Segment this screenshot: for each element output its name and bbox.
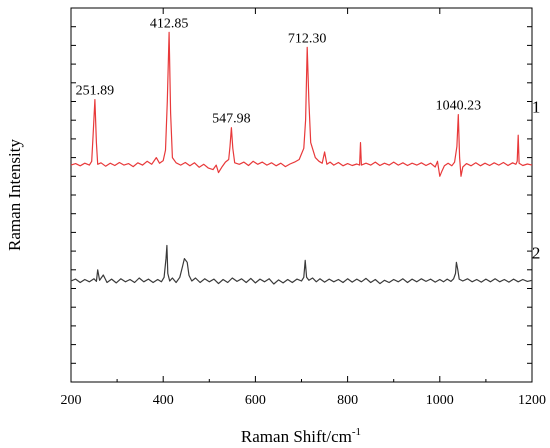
x-tick-label: 600 xyxy=(245,393,266,408)
x-tick-label: 1000 xyxy=(426,393,454,408)
peak-label: 412.85 xyxy=(150,16,189,31)
series-label-2: 2 xyxy=(532,244,541,263)
x-tick-label: 200 xyxy=(61,393,82,408)
x-tick-label: 1200 xyxy=(518,393,546,408)
series-labels: 12 xyxy=(532,98,541,263)
x-tick-label: 400 xyxy=(153,393,174,408)
peak-annotations: 251.89 412.85 547.98 712.30 1040.23 xyxy=(76,16,481,126)
x-axis-tick-labels: 200 400 600 800 1000 1200 xyxy=(61,393,547,408)
plot-frame xyxy=(70,7,533,383)
y-axis-label: Raman Intensity xyxy=(5,139,24,251)
peak-label: 251.89 xyxy=(76,84,115,99)
x-axis-label: Raman Shift/cm-1 xyxy=(241,426,361,446)
x-axis-label-superscript: -1 xyxy=(352,426,361,438)
x-tick-label: 800 xyxy=(337,393,358,408)
peak-label: 1040.23 xyxy=(436,99,482,114)
series-label-1: 1 xyxy=(532,98,541,117)
peak-label: 712.30 xyxy=(288,31,327,46)
x-axis-label-text: Raman Shift/cm xyxy=(241,427,352,446)
series-group xyxy=(70,31,533,285)
series-line-1 xyxy=(70,31,533,177)
peak-label: 547.98 xyxy=(212,112,251,127)
x-axis-ticks xyxy=(70,8,533,382)
y-axis-minor-ticks xyxy=(71,26,532,364)
series-line-2 xyxy=(70,244,533,285)
